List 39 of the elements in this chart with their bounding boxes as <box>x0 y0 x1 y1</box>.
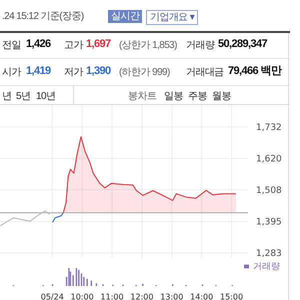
text: .24 15:12 기준(장중) <box>2 10 84 23</box>
x-tick-label: 14:00 <box>190 292 214 300</box>
text: 시가 <box>2 66 21 79</box>
text: 월봉 <box>212 90 231 103</box>
text: 10년 <box>36 90 56 103</box>
text: 기업개요 ▾ <box>146 10 198 25</box>
text: 거래대금 <box>186 66 224 79</box>
text: 1,390 <box>86 65 111 78</box>
text: 주봉 <box>188 90 207 103</box>
text: 거래량 <box>186 39 214 52</box>
text: 1,419 <box>26 65 51 78</box>
text: (하한가 999) <box>119 66 170 79</box>
text: 저가 <box>64 66 83 79</box>
x-tick-label: 11:00 <box>100 292 124 300</box>
text: 1,426 <box>26 38 51 51</box>
x-tick-label: 10:00 <box>70 292 94 300</box>
text: 고가 <box>64 39 83 52</box>
text: 전일 <box>2 39 21 52</box>
text: 50,289,347 <box>218 38 268 51</box>
y-tick-label: 1,508 <box>256 186 282 196</box>
text: 79,466 백만 <box>228 65 282 78</box>
legend-label: 거래량 <box>253 262 280 272</box>
text: 년 <box>2 90 12 103</box>
x-tick-label: 05/24 <box>40 292 64 300</box>
text: (상한가 1,853) <box>119 39 177 52</box>
y-tick-label: 1,732 <box>256 123 282 134</box>
x-tick-label: 12:00 <box>130 292 154 300</box>
x-tick-label: 13:00 <box>160 292 184 300</box>
x-tick-label: 15:00 <box>220 292 244 300</box>
line-series <box>52 212 64 223</box>
text: 5년 <box>16 90 30 103</box>
text: 일봉 <box>164 90 183 103</box>
text: 봉차트 <box>128 90 156 103</box>
y-tick-label: 1,283 <box>256 249 282 260</box>
text: 실시간 <box>108 10 142 23</box>
line-series <box>0 210 50 226</box>
text: 1,697 <box>86 38 111 51</box>
y-tick-label: 1,620 <box>256 154 282 165</box>
y-tick-label: 1,395 <box>256 218 282 228</box>
